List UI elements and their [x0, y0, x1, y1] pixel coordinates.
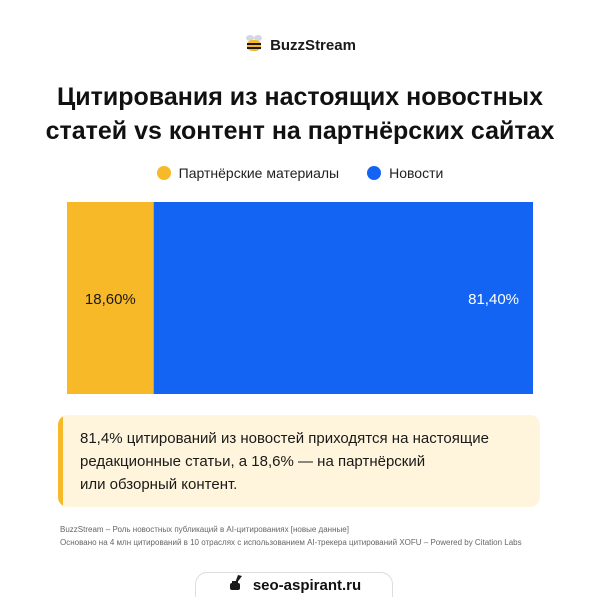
data-label-partner: 18,60% [85, 291, 136, 308]
stacked-bar-chart: 18,60% 81,40% [67, 202, 533, 394]
data-label-news: 81,40% [468, 291, 519, 308]
inkwell-icon [227, 574, 245, 596]
legend-label-partner: Партнёрские материалы [178, 165, 340, 181]
callout-box: 81,4% цитирований из новостей приходятся… [58, 415, 540, 507]
legend-swatch-partner [156, 166, 171, 180]
page-title: Цитирования из настоящих новостных стате… [20, 80, 580, 148]
legend-item-news: Новости [367, 165, 443, 181]
site-name: seo-aspirant.ru [252, 576, 362, 594]
bar-segment-partner [67, 202, 154, 394]
source-line-1: BuzzStream – Роль новостных публикаций в… [60, 525, 349, 534]
callout-text: 81,4% цитирований из новостей приходятся… [80, 427, 530, 496]
bee-icon [244, 34, 264, 57]
chart-legend: Партнёрские материалы Новости [0, 165, 600, 181]
source-note: BuzzStream – Роль новостных публикаций в… [60, 523, 560, 549]
callout-accent-bar [58, 415, 63, 507]
source-line-2: Основано на 4 млн цитирований в 10 отрас… [60, 538, 522, 547]
bar-segment-news [153, 202, 533, 394]
site-link[interactable]: seo-aspirant.ru [195, 572, 393, 597]
title-line-1: Цитирования из настоящих новостных [57, 83, 543, 111]
callout-line-2: редакционные статьи, а 18,6% — на партнё… [80, 453, 426, 470]
callout-line-3: или обзорный контент. [80, 476, 238, 493]
brand-name: BuzzStream [270, 37, 356, 54]
title-line-2: статей vs контент на партнёрских сайтах [45, 117, 555, 145]
legend-item-partner: Партнёрские материалы [156, 165, 340, 181]
callout-line-1: 81,4% цитирований из новостей приходятся… [80, 430, 489, 447]
brand-header: BuzzStream [0, 34, 600, 57]
legend-label-news: Новости [389, 165, 444, 181]
legend-swatch-news [367, 166, 382, 180]
